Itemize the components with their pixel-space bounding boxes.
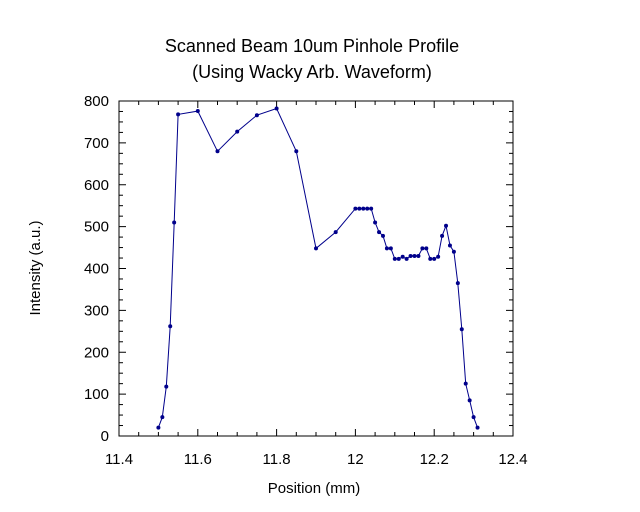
data-point — [314, 246, 318, 251]
chart-subtitle: (Using Wacky Arb. Waveform) — [192, 62, 432, 82]
x-tick-label: 11.8 — [263, 451, 291, 468]
data-point — [412, 253, 417, 258]
y-tick-label: 500 — [84, 219, 109, 236]
plot-frame — [118, 100, 514, 437]
data-point — [404, 256, 409, 261]
y-axis: 0 100 200 300 400 500 600 700 800 — [84, 93, 513, 445]
data-point — [400, 254, 405, 259]
data-point — [463, 381, 468, 386]
y-tick-label: 600 — [84, 177, 109, 194]
x-tick-label: 11.4 — [105, 451, 133, 468]
data-point — [428, 256, 433, 261]
data-point — [471, 415, 476, 420]
data-point — [373, 220, 378, 225]
y-axis-label: Intensity (a.u.) — [27, 220, 44, 315]
data-point — [215, 149, 220, 154]
x-tick-label: 12 — [347, 451, 364, 468]
data-point — [455, 281, 460, 286]
data-point — [432, 256, 437, 261]
x-axis: 11.4 11.6 11.8 12 12.2 12.4 — [105, 101, 528, 468]
data-point — [160, 415, 165, 420]
data-point — [176, 112, 181, 117]
y-tick-label: 700 — [84, 135, 109, 152]
data-point — [384, 246, 389, 251]
data-point — [380, 233, 385, 238]
data-point — [420, 246, 425, 251]
data-point — [361, 206, 366, 211]
data-point — [440, 233, 445, 238]
data-point — [416, 253, 421, 258]
data-point — [451, 249, 456, 254]
data-point — [235, 129, 240, 134]
data-point — [353, 206, 358, 211]
data-point — [333, 230, 338, 235]
data-point — [365, 206, 370, 211]
y-tick-label: 200 — [84, 344, 109, 361]
data-point — [377, 230, 382, 235]
y-tick-label: 400 — [84, 261, 109, 278]
data-point — [195, 109, 200, 114]
data-point — [388, 246, 393, 251]
data-point — [254, 113, 259, 118]
x-tick-label: 11.6 — [184, 451, 212, 468]
data-point — [459, 327, 464, 332]
y-tick-label: 800 — [84, 93, 109, 110]
data-series — [156, 106, 480, 430]
y-tick-label: 300 — [84, 302, 109, 319]
data-point — [369, 206, 374, 211]
data-point — [156, 425, 161, 430]
data-point — [447, 243, 452, 248]
data-point — [396, 256, 401, 261]
series-line — [157, 107, 478, 428]
x-tick-label: 12.2 — [420, 451, 449, 468]
data-point — [444, 223, 449, 228]
data-point — [475, 425, 480, 430]
x-axis-label: Position (mm) — [268, 480, 361, 497]
data-point — [294, 149, 299, 154]
x-tick-label: 12.4 — [498, 451, 527, 468]
data-point — [408, 253, 413, 258]
y-tick-label: 0 — [101, 428, 109, 445]
data-point — [392, 256, 397, 261]
data-point — [436, 254, 441, 259]
y-tick-label: 100 — [84, 386, 109, 403]
data-point — [424, 246, 429, 251]
chart-title: Scanned Beam 10um Pinhole Profile — [165, 36, 459, 56]
data-point — [467, 398, 472, 403]
data-point — [274, 106, 279, 111]
data-point — [164, 384, 169, 389]
data-point — [172, 220, 177, 225]
data-point — [168, 324, 173, 329]
data-point — [357, 206, 362, 211]
